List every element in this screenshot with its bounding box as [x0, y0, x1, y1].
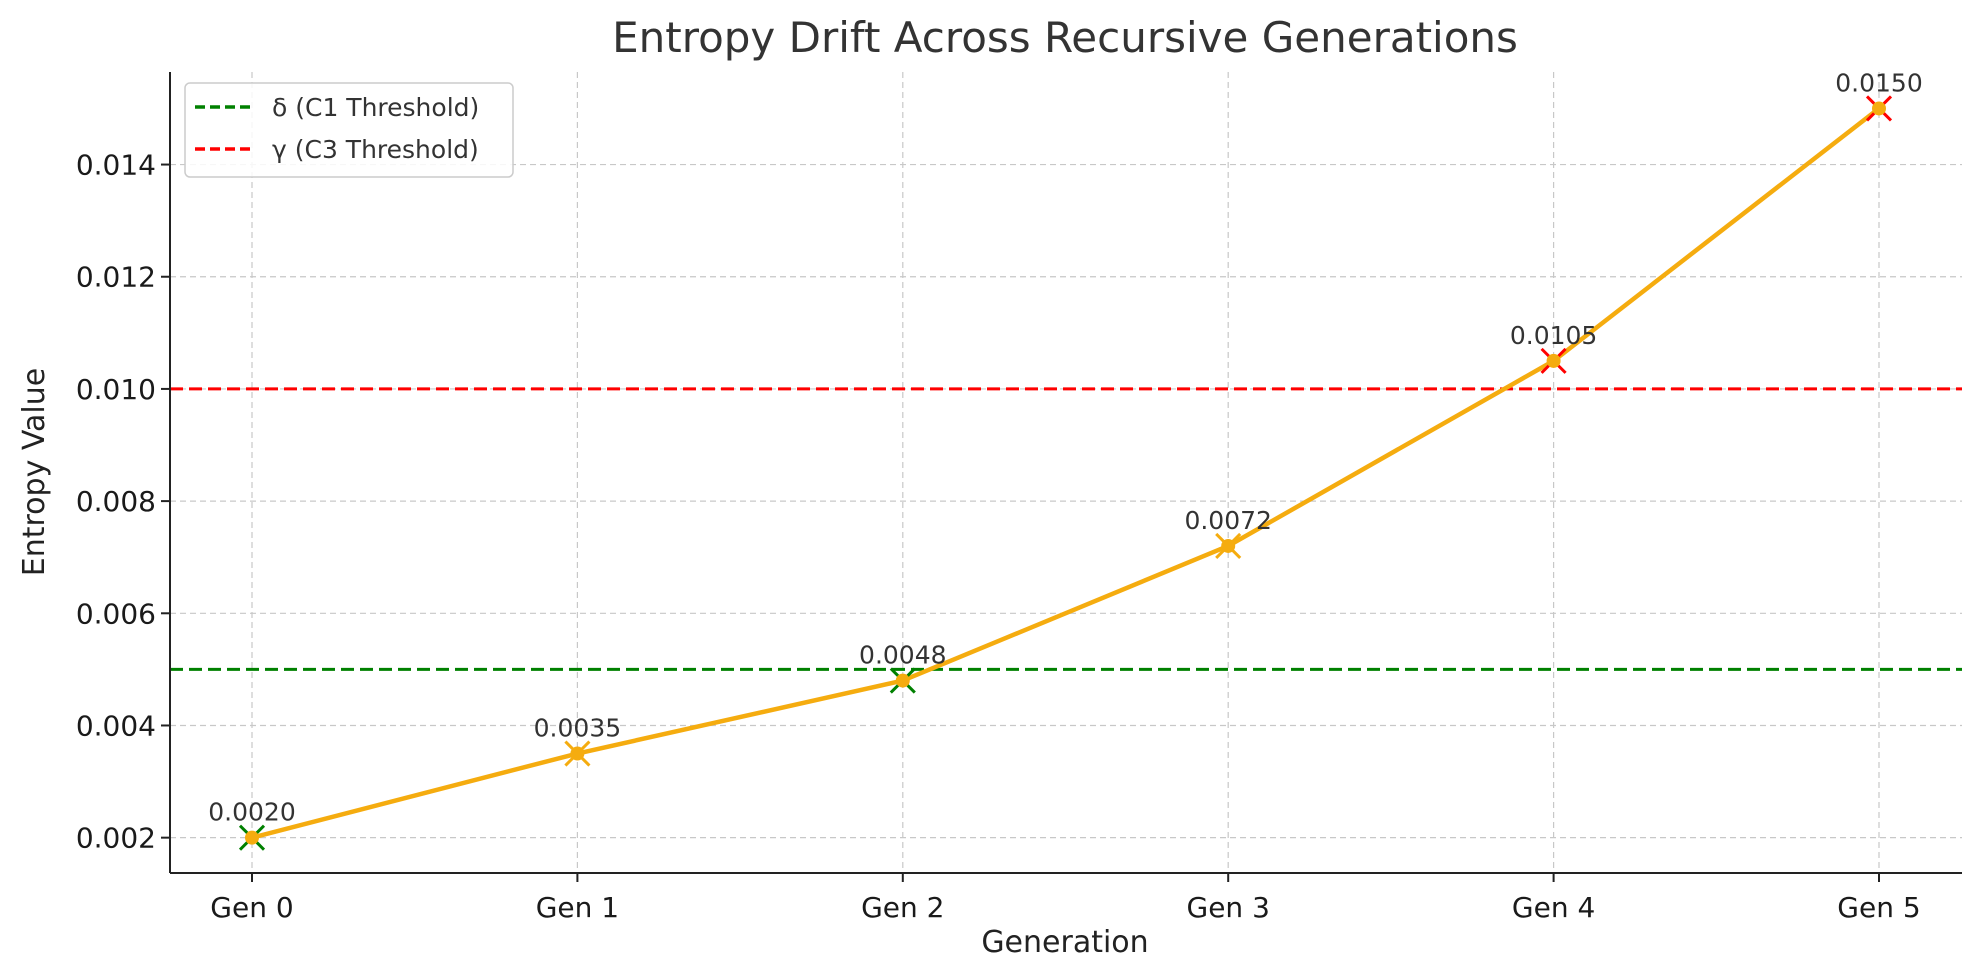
data-label: 0.0048 [859, 641, 946, 670]
axes [169, 72, 1962, 874]
grid [170, 72, 1962, 873]
x-tick-label: Gen 3 [1187, 891, 1270, 924]
x-ticks: Gen 0 Gen 1 Gen 2 Gen 3 Gen 4 Gen 5 [210, 873, 1921, 924]
data-point [1872, 101, 1886, 116]
chart-title: Entropy Drift Across Recursive Generatio… [612, 13, 1518, 62]
data-point [1221, 538, 1236, 553]
data-point [570, 746, 585, 761]
legend: δ (C1 Threshold) γ (C3 Threshold) [184, 82, 514, 178]
y-tick-label: 0.012 [76, 261, 156, 294]
legend-box [184, 82, 514, 178]
data-point [895, 673, 910, 688]
y-axis-title: Entropy Value [17, 368, 52, 576]
data-label: 0.0072 [1184, 506, 1271, 535]
x-tick-label: Gen 0 [210, 891, 293, 924]
reference-lines [170, 387, 1962, 671]
data-label: 0.0150 [1835, 68, 1922, 97]
legend-label: δ (C1 Threshold) [272, 93, 479, 122]
x-tick-label: Gen 4 [1512, 891, 1595, 924]
y-tick-label: 0.002 [76, 822, 156, 855]
y-tick-label: 0.010 [76, 373, 156, 406]
x-tick-label: Gen 5 [1837, 891, 1920, 924]
y-tick-label: 0.006 [76, 597, 156, 630]
series-line-group [238, 95, 1893, 851]
data-point [1546, 353, 1561, 368]
data-label: 0.0020 [208, 798, 295, 827]
legend-label: γ (C3 Threshold) [272, 135, 479, 164]
x-axis-title: Generation [981, 925, 1148, 960]
x-tick-label: Gen 2 [861, 891, 944, 924]
x-tick-label: Gen 1 [536, 891, 619, 924]
y-tick-label: 0.014 [76, 149, 156, 182]
y-tick-label: 0.008 [76, 485, 156, 518]
data-label: 0.0105 [1510, 321, 1597, 350]
data-point [245, 830, 259, 845]
series-line [249, 106, 1882, 840]
data-labels: 0.0020 0.0035 0.0048 0.0072 0.0105 0.0150 [208, 68, 1922, 826]
y-ticks: 0.002 0.004 0.006 0.008 0.010 0.012 0.014 [76, 149, 170, 855]
y-tick-label: 0.004 [76, 709, 156, 742]
data-label: 0.0035 [534, 714, 621, 743]
